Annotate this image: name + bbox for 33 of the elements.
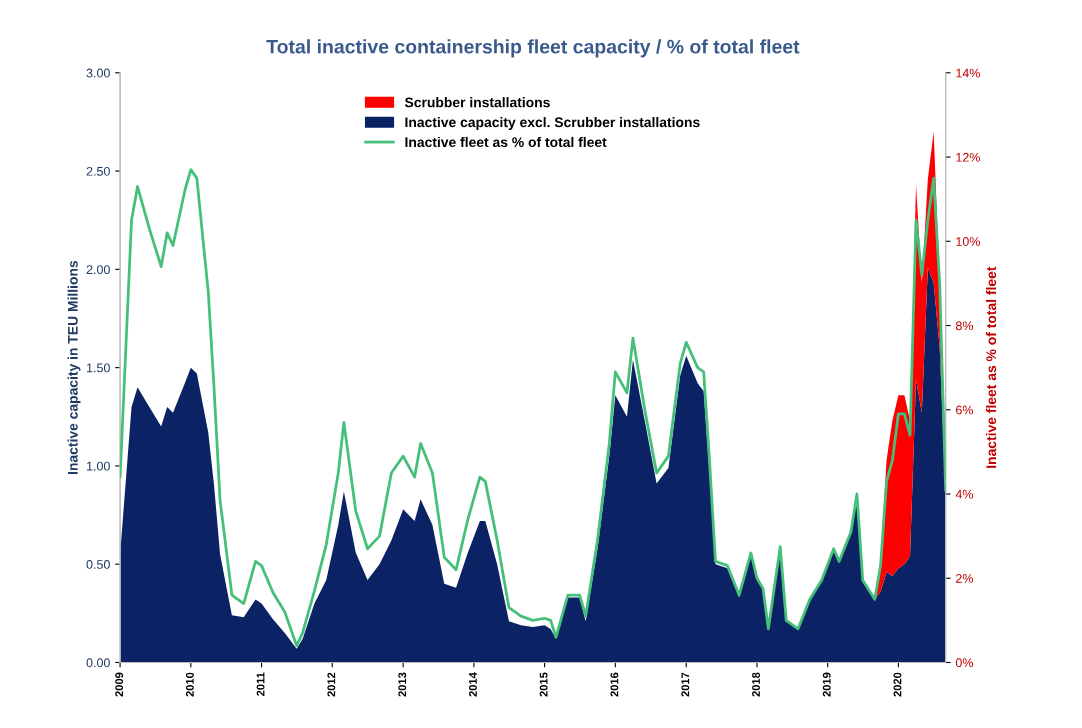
y-tick-label: 1.00: [87, 461, 110, 471]
y2-tick-label: 10%: [956, 237, 980, 246]
y2-tick-label: 12%: [956, 152, 980, 162]
chart-title: Total inactive containership fleet capacity / % of total fleet: [266, 39, 800, 58]
x-tick-label: 2015: [539, 672, 548, 697]
legend-label: Inactive capacity excl. Scrubber installations: [405, 116, 700, 130]
y2-tick-label: 8%: [955, 321, 974, 331]
x-tick-label: 2009: [115, 672, 124, 697]
x-tick-label: 2020: [893, 672, 902, 697]
legend-label: Inactive fleet as % of total fleet: [405, 136, 607, 148]
x-tick-label: 2012: [327, 672, 336, 697]
y2-tick-label: 2%: [956, 574, 974, 583]
y2-tick-label: 4%: [955, 489, 974, 499]
x-tick-label: 2014: [469, 672, 477, 697]
x-tick-label: 2019: [822, 672, 831, 697]
y-tick-label: 2.00: [86, 265, 110, 275]
y-tick-label: 1.50: [87, 363, 110, 373]
x-tick-label: 2011: [256, 672, 265, 696]
x-tick-label: 2018: [752, 672, 760, 697]
y-tick-label: 3.00: [86, 68, 110, 78]
y2-tick-label: 0%: [955, 658, 974, 668]
x-tick-label: 2016: [610, 672, 619, 697]
y-tick-label: 0.50: [86, 560, 110, 569]
y2-tick-label: 14%: [956, 68, 980, 78]
y2-tick-label: 6%: [956, 405, 974, 415]
x-tick-label: 2010: [185, 672, 194, 697]
y2-axis-title: Inactive fleet as % of total fleet: [985, 266, 997, 468]
y-tick-label: 0.00: [86, 658, 110, 668]
y-tick-label: 2.50: [86, 166, 110, 176]
x-tick-label: 2017: [681, 672, 690, 697]
legend-label: Scrubber installations: [404, 97, 550, 108]
x-tick-label: 2013: [398, 672, 407, 697]
y-axis-title: Inactive capacity in TEU Millions: [67, 260, 81, 474]
